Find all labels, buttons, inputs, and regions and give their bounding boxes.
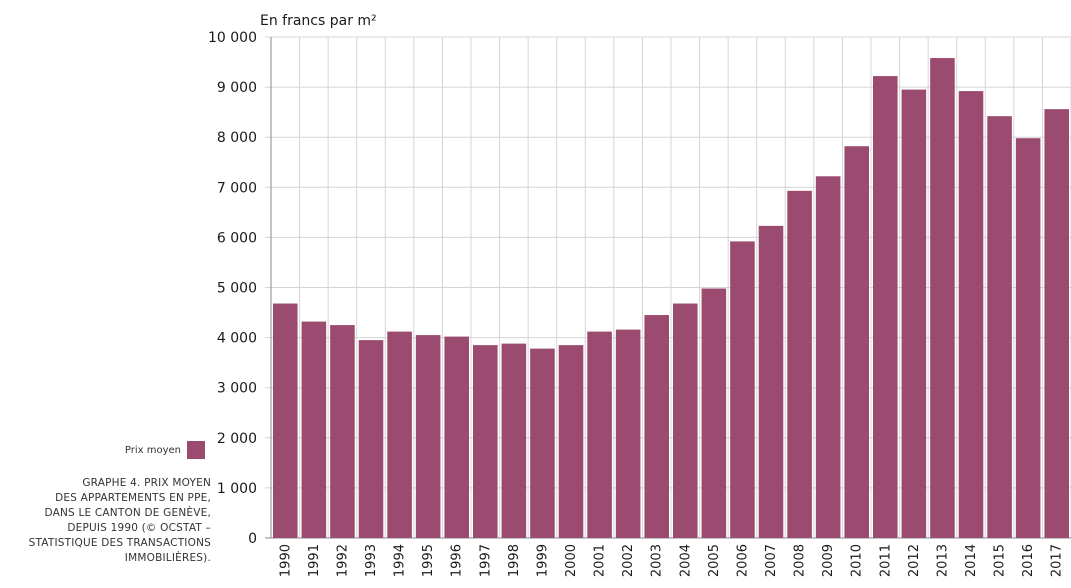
x-axis-tick-labels: 1990 1991 1992 1993 1994 1995 1996 1997 1998 1999… bbox=[278, 544, 1064, 577]
x-tick-label: 2016 bbox=[1021, 544, 1036, 577]
x-tick-label: 2015 bbox=[993, 544, 1008, 577]
bar-2015 bbox=[987, 116, 1012, 539]
bar-1997 bbox=[473, 345, 498, 538]
x-tick-label: 2008 bbox=[793, 544, 808, 577]
caption-line: GRAPHE 4. PRIX MOYEN bbox=[82, 477, 211, 489]
y-tick-label: 10 000 bbox=[208, 30, 257, 46]
y-tick-label: 8 000 bbox=[217, 130, 257, 146]
bar-1996 bbox=[444, 336, 469, 538]
bar-1991 bbox=[301, 321, 327, 538]
legend: Prix moyen bbox=[125, 441, 205, 459]
x-tick-label: 1998 bbox=[507, 544, 522, 577]
bar-2017 bbox=[1044, 109, 1069, 539]
x-tick-label: 2005 bbox=[707, 544, 722, 577]
y-axis-unit-label: En francs par m² bbox=[260, 13, 377, 29]
y-tick-label: 3 000 bbox=[217, 381, 257, 397]
bar-2009 bbox=[815, 176, 841, 538]
x-tick-label: 1991 bbox=[307, 544, 322, 577]
legend-swatch bbox=[187, 441, 205, 459]
bar-2006 bbox=[730, 241, 755, 538]
bar-2005 bbox=[701, 288, 727, 538]
bar-1998 bbox=[501, 343, 527, 538]
x-tick-label: 2001 bbox=[593, 544, 608, 577]
bar-2003 bbox=[644, 315, 669, 538]
bar-2007 bbox=[758, 225, 784, 538]
y-axis-tick-labels: 0 1 000 2 000 3 000 4 000 5 000 6 000 7 000 8 00… bbox=[208, 30, 257, 547]
bar-2016 bbox=[1015, 138, 1041, 538]
x-tick-label: 2007 bbox=[764, 544, 779, 577]
caption-line: DEPUIS 1990 (© OCSTAT – bbox=[67, 522, 211, 534]
bar-1995 bbox=[415, 335, 441, 538]
bar-2010 bbox=[844, 146, 869, 538]
bar-2012 bbox=[901, 89, 927, 538]
bars-layer bbox=[273, 58, 1069, 539]
x-tick-label: 1995 bbox=[421, 544, 436, 577]
x-tick-label: 1997 bbox=[478, 544, 493, 577]
x-tick-label: 1994 bbox=[393, 544, 408, 577]
figure-caption: GRAPHE 4. PRIX MOYEN DES APPARTEMENTS EN … bbox=[11, 476, 211, 566]
caption-line: IMMOBILIÈRES). bbox=[124, 552, 211, 564]
bar-2001 bbox=[587, 331, 612, 538]
x-tick-label: 1999 bbox=[535, 544, 550, 577]
bar-1994 bbox=[387, 331, 412, 538]
y-tick-label: 0 bbox=[248, 531, 257, 547]
caption-line: DES APPARTEMENTS EN PPE, bbox=[55, 492, 211, 504]
x-tick-label: 1990 bbox=[278, 544, 293, 577]
x-tick-label: 1993 bbox=[364, 544, 379, 577]
x-tick-label: 2002 bbox=[621, 544, 636, 577]
y-tick-label: 7 000 bbox=[217, 180, 257, 196]
bar-2011 bbox=[873, 76, 898, 538]
bar-2008 bbox=[787, 190, 812, 538]
x-tick-label: 2010 bbox=[850, 544, 865, 577]
bar-2013 bbox=[930, 58, 955, 539]
y-tick-label: 6 000 bbox=[217, 230, 257, 246]
x-tick-label: 2011 bbox=[878, 544, 893, 577]
bar-1992 bbox=[330, 325, 355, 538]
y-tick-label: 2 000 bbox=[217, 431, 257, 447]
caption-line: STATISTIQUE DES TRANSACTIONS bbox=[28, 537, 211, 549]
x-tick-label: 1996 bbox=[450, 544, 465, 577]
y-tick-label: 1 000 bbox=[217, 481, 257, 497]
bar-2002 bbox=[615, 329, 641, 538]
bar-1993 bbox=[358, 340, 384, 538]
legend-label: Prix moyen bbox=[124, 444, 181, 456]
x-tick-label: 2006 bbox=[735, 544, 750, 577]
x-tick-label: 2017 bbox=[1050, 544, 1065, 577]
y-tick-label: 9 000 bbox=[217, 80, 257, 96]
bar-2014 bbox=[958, 91, 984, 538]
x-tick-label: 2003 bbox=[650, 544, 665, 577]
x-tick-label: 2009 bbox=[821, 544, 836, 577]
bar-1999 bbox=[530, 348, 555, 538]
x-tick-label: 1992 bbox=[335, 544, 350, 577]
bar-2000 bbox=[558, 345, 584, 538]
bar-1990 bbox=[273, 303, 298, 538]
x-tick-label: 2012 bbox=[907, 544, 922, 577]
caption-line: DANS LE CANTON DE GENÈVE, bbox=[44, 507, 211, 519]
x-tick-label: 2000 bbox=[564, 544, 579, 577]
x-tick-label: 2004 bbox=[678, 544, 693, 577]
x-tick-label: 2013 bbox=[935, 544, 950, 577]
x-tick-label: 2014 bbox=[964, 544, 979, 577]
y-tick-label: 5 000 bbox=[217, 281, 257, 297]
y-tick-label: 4 000 bbox=[217, 331, 257, 347]
bar-2004 bbox=[673, 303, 698, 538]
